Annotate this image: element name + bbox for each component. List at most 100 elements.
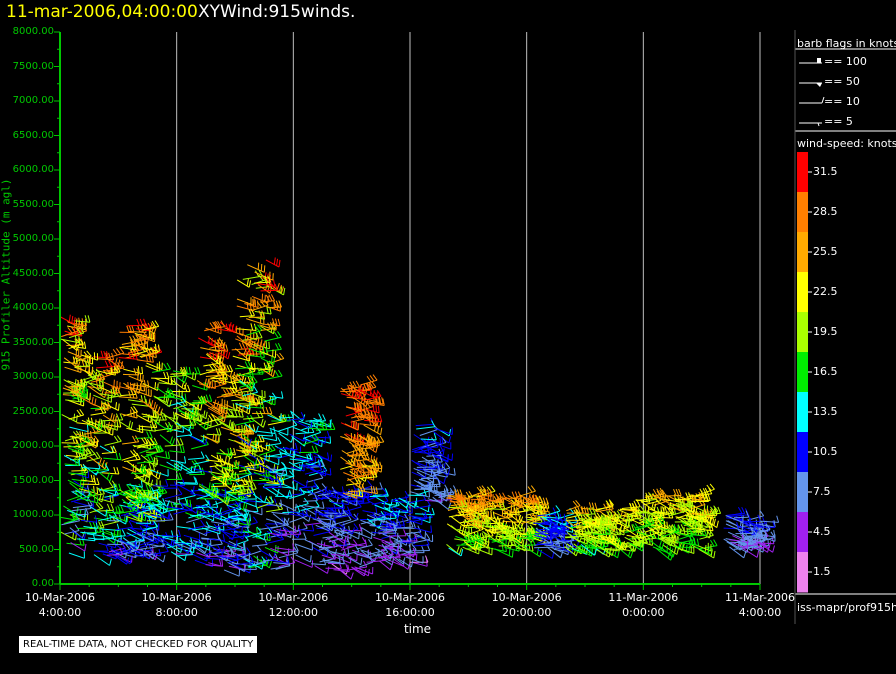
y-tick-label: 1500.00 — [12, 474, 54, 486]
speed-scale-swatch — [797, 392, 808, 433]
wind-barb — [249, 434, 265, 443]
wind-barb — [97, 546, 114, 554]
wind-barb — [380, 523, 396, 531]
wind-barb — [342, 524, 362, 532]
wind-barb — [179, 477, 199, 485]
wind-barb — [236, 323, 257, 331]
wind-barb — [289, 487, 306, 500]
wind-barb — [131, 527, 148, 538]
wind-barb — [398, 558, 414, 568]
speed-scale-swatch — [797, 312, 808, 353]
wind-barb — [427, 446, 445, 456]
y-tick-label: 500.00 — [19, 543, 54, 555]
wind-barb — [351, 407, 371, 419]
wind-barb — [76, 488, 97, 501]
y-tick-label: 7000.00 — [12, 95, 54, 106]
wind-barb — [390, 495, 408, 503]
wind-barb — [249, 299, 269, 312]
wind-barb — [348, 448, 369, 457]
wind-barb — [411, 459, 428, 470]
speed-scale-swatch — [797, 432, 808, 473]
wind-barb — [110, 529, 126, 538]
flag-5-label: == 5 — [824, 115, 853, 128]
wind-barb — [190, 553, 208, 562]
flags-legend-title: barb flags in knots — [797, 37, 896, 50]
wind-barb — [269, 427, 289, 436]
wind-barb — [304, 501, 325, 509]
wind-barb — [155, 451, 170, 460]
wind-barb — [331, 497, 350, 505]
wind-barb — [233, 508, 250, 520]
wind-barb — [268, 391, 284, 399]
wind-barb — [208, 534, 225, 542]
wind-barb — [79, 438, 99, 447]
wind-barb — [129, 522, 148, 531]
wind-barb — [170, 456, 187, 464]
wind-barb — [205, 320, 226, 331]
wind-barb — [270, 547, 290, 556]
speed-scale-label: 10.5 — [813, 445, 838, 458]
wind-barb — [363, 482, 383, 490]
wind-barb — [123, 366, 144, 375]
speed-scale-label: 1.5 — [813, 565, 831, 578]
wind-barb — [199, 363, 218, 376]
wind-barb — [369, 489, 389, 497]
wind-barb — [122, 435, 140, 445]
wind-barb — [170, 551, 187, 562]
wind-barb — [99, 388, 116, 397]
wind-barb — [200, 343, 220, 353]
wind-barb — [226, 526, 243, 534]
wind-barb — [345, 435, 361, 446]
y-tick-label: 4000.00 — [12, 302, 54, 313]
wind-barb — [411, 438, 429, 451]
speed-scale-label: 28.5 — [813, 205, 838, 218]
wind-barb — [85, 378, 104, 387]
wind-barb — [266, 530, 283, 539]
wind-barb — [288, 509, 305, 517]
speed-scale-label: 13.5 — [813, 405, 838, 418]
wind-barb — [108, 514, 128, 525]
wind-barb — [343, 500, 362, 513]
wind-barb — [494, 548, 514, 558]
quality-notice: REAL-TIME DATA, NOT CHECKED FOR QUALITY — [19, 636, 258, 653]
wind-barb — [245, 526, 262, 538]
wind-barb — [237, 485, 255, 496]
wind-barb — [361, 527, 377, 537]
wind-barb — [300, 511, 317, 520]
wind-barb — [249, 362, 271, 371]
flag-sample — [799, 122, 822, 127]
wind-barb — [155, 513, 174, 522]
wind-barb — [60, 335, 81, 344]
wind-barb — [119, 325, 135, 334]
wind-barb — [261, 473, 278, 481]
speed-scale-swatch — [797, 192, 808, 233]
x-tick-label: 11-Mar-2006 4:00:00 — [725, 591, 795, 619]
wind-barb — [155, 387, 171, 397]
wind-barb — [379, 548, 394, 559]
wind-barb — [61, 325, 79, 338]
wind-barbs-layer — [59, 257, 780, 580]
wind-barb — [244, 507, 263, 516]
wind-barb — [140, 347, 155, 358]
wind-barb — [217, 553, 238, 561]
wind-barb — [352, 396, 369, 407]
wind-barb — [263, 450, 283, 458]
wind-barb — [370, 549, 388, 561]
wind-barb — [363, 424, 383, 436]
wind-barb — [237, 381, 254, 391]
wind-barb — [187, 519, 205, 531]
wind-barb — [252, 406, 273, 415]
flag-sample — [799, 82, 822, 87]
wind-barb — [278, 469, 295, 478]
wind-barb — [286, 487, 303, 497]
wind-barb — [174, 463, 193, 474]
wind-barb — [76, 417, 94, 426]
wind-barb — [105, 357, 124, 369]
wind-barb — [190, 436, 208, 446]
wind-barb — [344, 420, 360, 431]
wind-barb — [70, 542, 87, 552]
wind-barb — [68, 409, 85, 420]
wind-barb — [402, 534, 418, 542]
wind-barb — [363, 485, 378, 495]
wind-barb — [236, 555, 254, 566]
